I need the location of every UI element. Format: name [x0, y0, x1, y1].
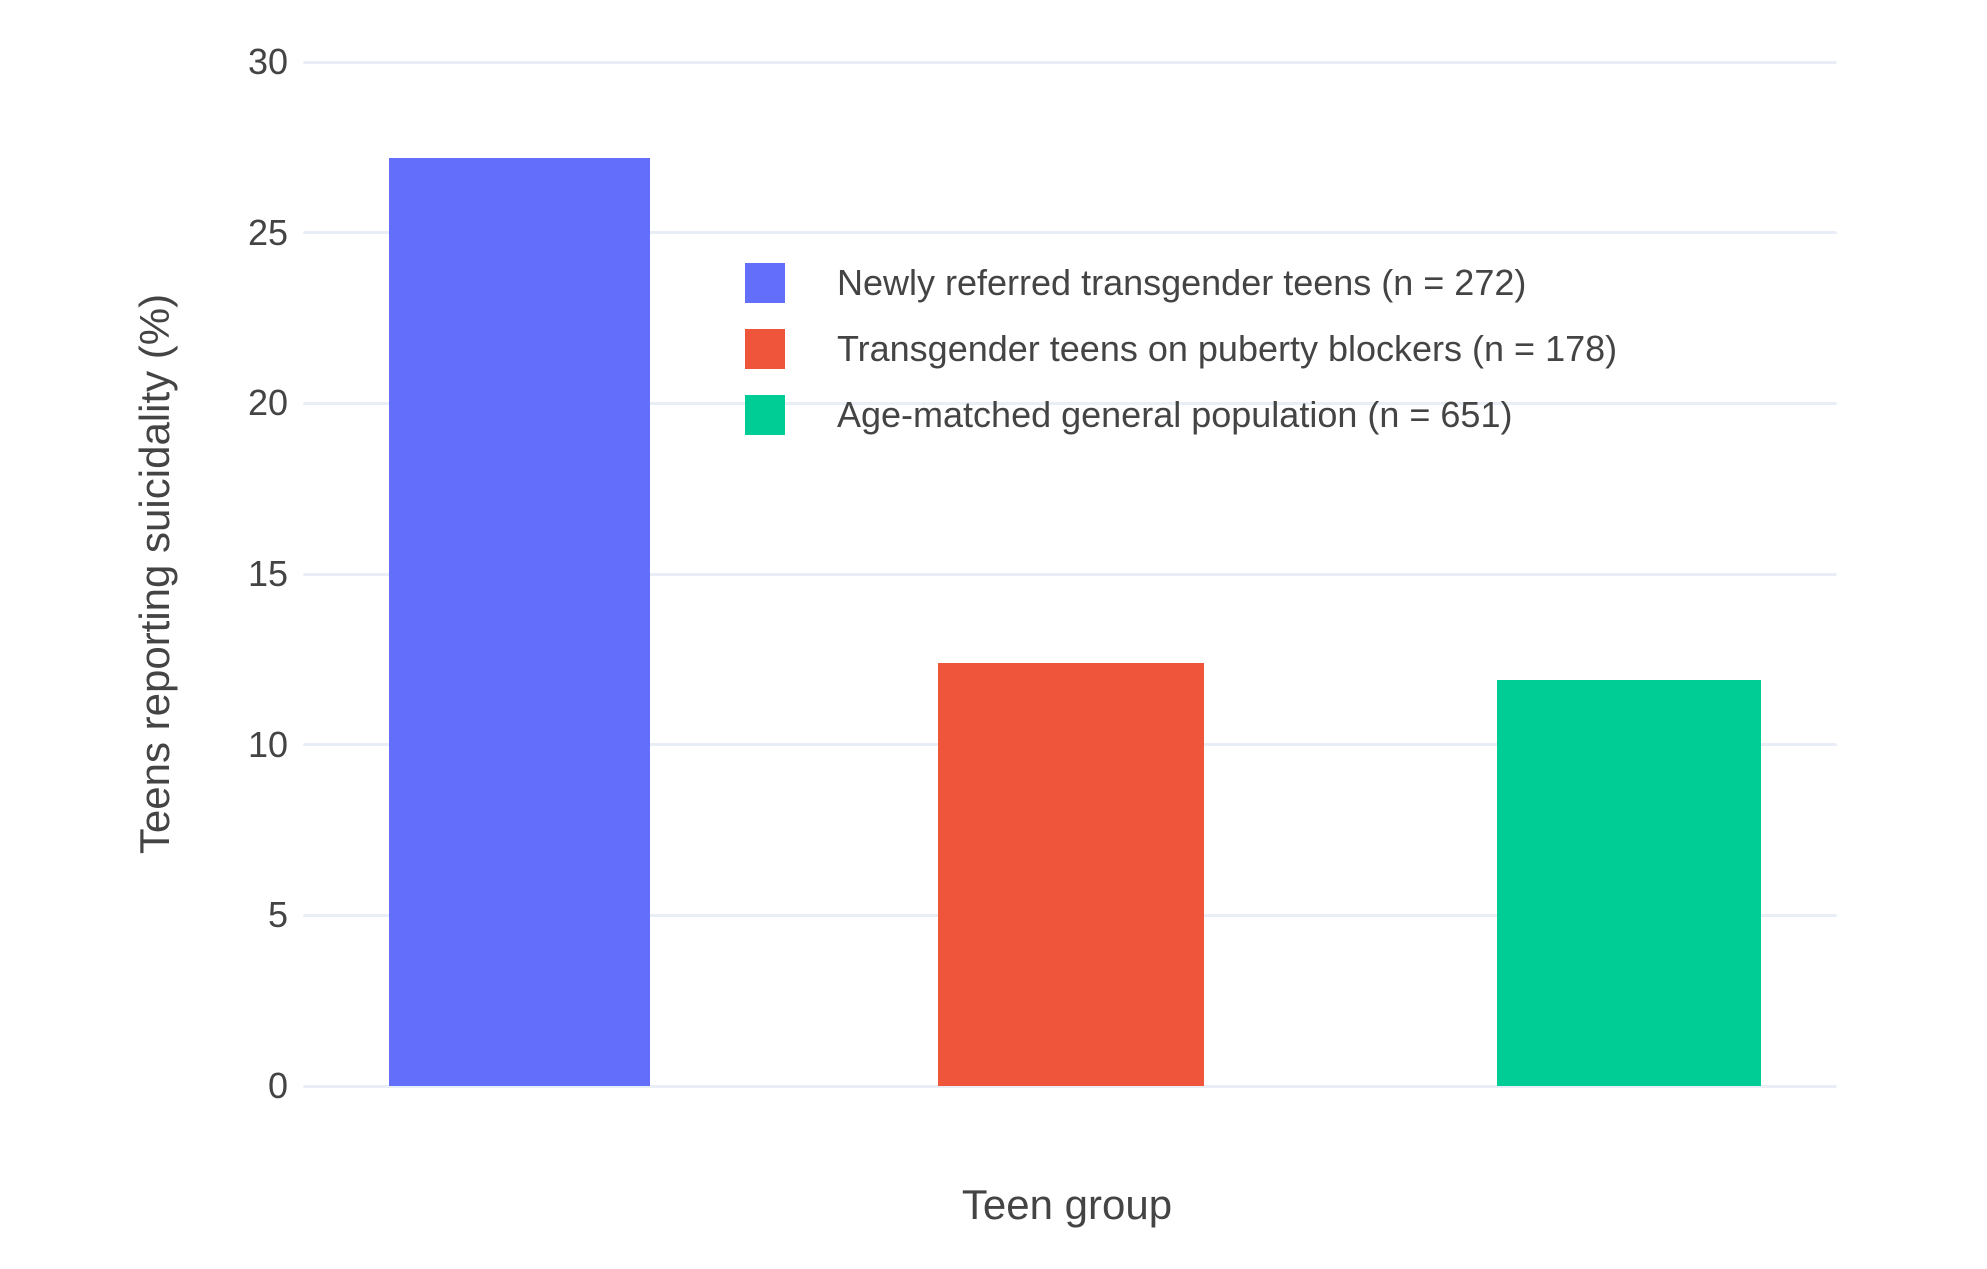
legend: Newly referred transgender teens (n = 27… — [745, 263, 1617, 435]
bar-transgender-teens-on-puberty-blockers-n-[interactable] — [938, 662, 1204, 1086]
legend-swatch-icon — [745, 329, 785, 369]
gridline-y-0 — [303, 1084, 1837, 1088]
legend-item-age-matched-general-population-n-651[interactable]: Age-matched general population (n = 651) — [745, 395, 1617, 435]
y-axis-title: Teens reporting suicidality (%) — [131, 293, 178, 855]
gridline-y-20 — [303, 401, 1837, 405]
y-tick-label-15: 15 — [247, 553, 288, 594]
legend-item-label: Age-matched general population (n = 651) — [837, 394, 1513, 435]
y-tick-label-0: 0 — [267, 1065, 288, 1106]
y-tick-label-25: 25 — [247, 211, 288, 253]
legend-swatch-icon — [745, 263, 785, 303]
legend-item-label: Newly referred transgender teens (n = 27… — [837, 262, 1527, 303]
y-tick-label-20: 20 — [247, 382, 288, 424]
x-axis-title: Teen group — [961, 1181, 1173, 1228]
bar-newly-referred-transgender-teens-n-272[interactable] — [389, 157, 650, 1086]
y-tick-label-5: 5 — [267, 894, 288, 936]
bar-age-matched-general-population-n-651[interactable] — [1497, 679, 1761, 1086]
legend-item-label: Transgender teens on puberty blockers (n… — [837, 328, 1618, 369]
legend-swatch-icon — [745, 395, 785, 435]
gridline-y-25 — [303, 231, 1837, 235]
y-tick-label-10: 10 — [247, 723, 288, 765]
y-tick-label-30: 30 — [247, 41, 288, 82]
gridline-y-30 — [303, 60, 1837, 64]
gridline-y-15 — [303, 572, 1837, 576]
legend-item-newly-referred-transgender-teens-n-272[interactable]: Newly referred transgender teens (n = 27… — [745, 263, 1617, 303]
legend-item-transgender-teens-on-puberty-blockers-n-[interactable]: Transgender teens on puberty blockers (n… — [745, 329, 1617, 369]
